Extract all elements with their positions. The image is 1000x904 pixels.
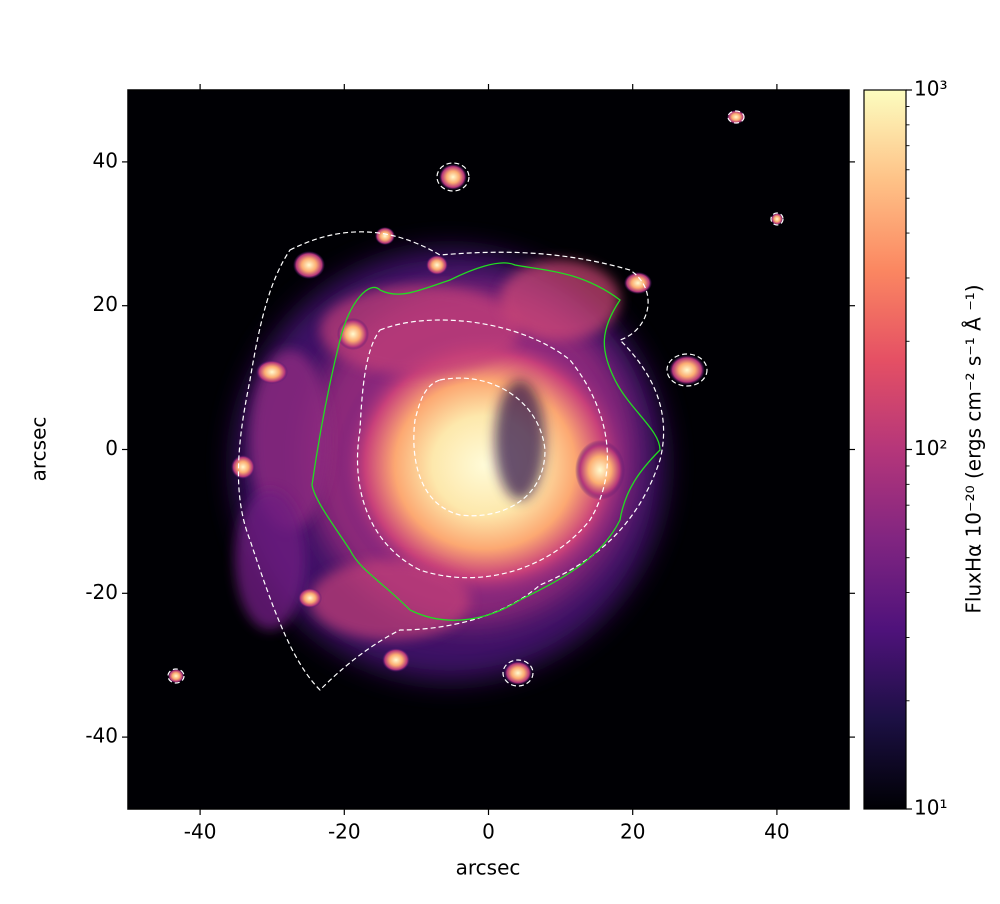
x-tick-label: 40 [764, 820, 789, 844]
x-tick-label: 20 [620, 820, 645, 844]
y-tick-label: -40 [85, 724, 118, 748]
x-tick-label: -40 [184, 820, 217, 844]
x-tick-label: 0 [482, 820, 495, 844]
y-axis-label: arcsec [27, 417, 51, 482]
axes: -40 -20 0 20 40 -40 -20 0 20 40 10¹ 10² 10³ [85, 77, 947, 844]
y-tick-label: -20 [85, 580, 118, 604]
colorbar-tick-label: 10² [914, 436, 947, 460]
colorbar-tick-label: 10³ [914, 77, 947, 101]
flux-image [167, 110, 784, 691]
y-tick-label: 40 [93, 148, 118, 172]
colorbar [863, 89, 907, 810]
colorbar-tick-label: 10¹ [914, 796, 947, 820]
colorbar-label: FluxHα 10⁻²⁰ (ergs cm⁻² s⁻¹ Å ⁻¹) [962, 284, 986, 613]
x-tick-label: -20 [328, 820, 361, 844]
x-axis-label: arcsec [456, 856, 521, 880]
y-tick-label: 0 [105, 436, 118, 460]
y-tick-label: 20 [93, 292, 118, 316]
green-contour [311, 262, 661, 621]
contours [167, 110, 784, 691]
